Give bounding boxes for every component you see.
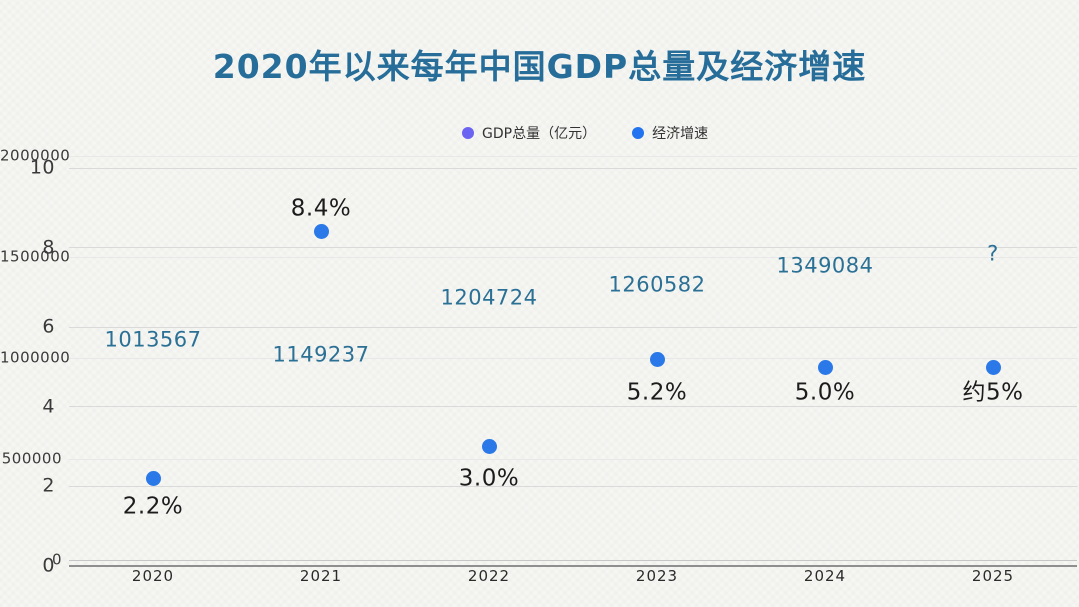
growth-value-label: 5.0% xyxy=(794,379,856,406)
legend: GDP总量（亿元） 经济增速 xyxy=(462,123,708,143)
gdp-gridline xyxy=(69,155,1077,157)
growth-axis-tick-label: 0 xyxy=(42,554,55,577)
gdp-gridline xyxy=(69,256,1077,258)
growth-gridline xyxy=(69,167,1077,169)
x-axis-tick-label: 2023 xyxy=(635,567,679,585)
growth-gridline xyxy=(69,247,1077,249)
growth-data-point[interactable] xyxy=(313,224,329,240)
gdp-axis-tick-label: 0 xyxy=(51,550,62,569)
growth-gridline xyxy=(69,565,1077,567)
growth-value-label: 约5% xyxy=(962,379,1024,406)
growth-data-point[interactable] xyxy=(817,359,833,375)
gdp-value-label: 1349084 xyxy=(776,253,874,278)
growth-axis-tick-label: 2 xyxy=(42,474,55,497)
growth-axis-tick-label: 6 xyxy=(42,315,55,338)
gdp-axis-tick-label: 2000000 xyxy=(0,146,71,165)
growth-data-point[interactable] xyxy=(481,439,497,455)
growth-series-dot-icon xyxy=(632,127,645,139)
gdp-series-dot-icon xyxy=(462,127,474,139)
gdp-axis-tick-label: 500000 xyxy=(1,449,62,468)
gdp-value-label: ? xyxy=(987,241,999,266)
x-axis-tick-label: 2024 xyxy=(803,567,847,585)
growth-gridline xyxy=(69,326,1077,328)
gdp-value-label: 1204724 xyxy=(440,285,538,310)
growth-value-label: 2.2% xyxy=(122,493,184,520)
gdp-gridline xyxy=(69,458,1077,460)
gdp-axis-tick-label: 1500000 xyxy=(0,247,71,266)
gdp-gridline xyxy=(69,357,1077,359)
growth-data-point[interactable] xyxy=(145,470,161,486)
growth-axis-tick-label: 8 xyxy=(42,236,55,259)
chart-title: 2020年以来每年中国GDP总量及经济增速 xyxy=(212,47,867,86)
gdp-value-label: 1013567 xyxy=(104,327,202,352)
growth-gridline xyxy=(69,485,1077,487)
growth-data-point[interactable] xyxy=(985,359,1001,375)
x-axis-tick-label: 2025 xyxy=(971,567,1015,585)
x-axis-tick-label: 2020 xyxy=(131,567,175,585)
growth-value-label: 3.0% xyxy=(458,465,520,492)
growth-data-point[interactable] xyxy=(649,351,665,367)
growth-value-label: 5.2% xyxy=(626,379,688,406)
legend-item-gdp[interactable]: GDP总量（亿元） xyxy=(462,123,596,143)
gdp-gridline xyxy=(69,559,1077,561)
growth-gridline xyxy=(69,406,1077,408)
legend-label-gdp: GDP总量（亿元） xyxy=(482,126,597,142)
x-axis-tick-label: 2022 xyxy=(467,567,511,585)
gdp-value-label: 1149237 xyxy=(272,342,370,367)
legend-label-growth: 经济增速 xyxy=(652,126,709,142)
gdp-axis-tick-label: 1000000 xyxy=(0,348,71,367)
growth-axis-tick-label: 4 xyxy=(42,395,55,418)
growth-axis-tick-label: 10 xyxy=(29,156,55,179)
gdp-value-label: 1260582 xyxy=(608,272,706,297)
growth-value-label: 8.4% xyxy=(290,195,352,222)
legend-item-growth[interactable]: 经济增速 xyxy=(632,123,708,143)
x-axis-tick-label: 2021 xyxy=(299,567,343,585)
